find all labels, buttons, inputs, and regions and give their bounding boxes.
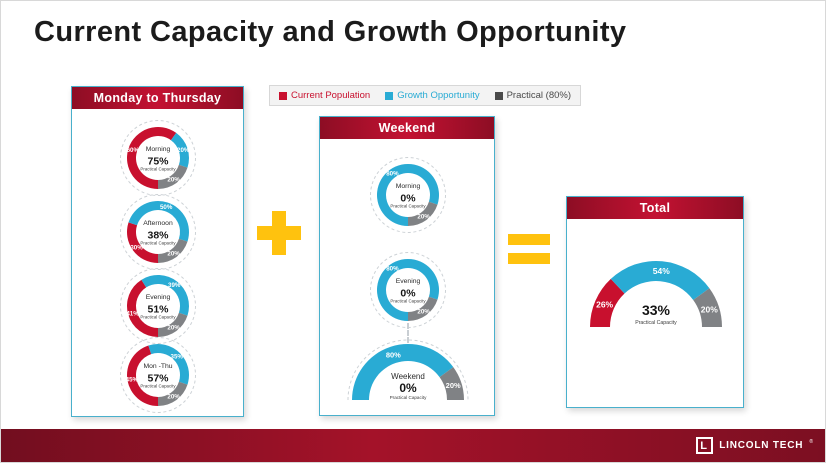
panel-monday-thursday: Monday to Thursday 60% 20% 20% Morning 75% Pr… <box>71 86 244 417</box>
donut-chart-mon-thu-evening: 41% 39% 20% Evening 51% Practical Capacity <box>115 263 201 354</box>
svg-text:39%: 39% <box>168 282 181 289</box>
svg-text:Morning: Morning <box>396 183 421 190</box>
svg-text:20%: 20% <box>417 214 430 221</box>
legend-swatch-current-population <box>279 91 287 100</box>
svg-text:45%: 45% <box>126 376 139 383</box>
svg-text:54%: 54% <box>653 266 670 276</box>
svg-text:33%: 33% <box>642 302 671 318</box>
svg-text:38%: 38% <box>147 230 169 242</box>
panel-header-total: Total <box>567 197 743 219</box>
svg-text:Practical Capacity: Practical Capacity <box>140 167 176 172</box>
slide-title: Current Capacity and Growth Opportunity <box>34 16 627 48</box>
svg-text:41%: 41% <box>126 311 139 318</box>
panel-header-weekend: Weekend <box>320 117 494 139</box>
legend-item-practical: Practical (80%) <box>494 90 572 101</box>
svg-text:20%: 20% <box>417 309 430 316</box>
svg-text:75%: 75% <box>147 156 169 168</box>
brand-logo: L LINCOLN TECH ® <box>696 437 813 454</box>
svg-text:0%: 0% <box>400 193 416 205</box>
svg-text:Afternoon: Afternoon <box>143 220 173 227</box>
svg-text:0%: 0% <box>400 288 416 300</box>
svg-text:Practical Capacity: Practical Capacity <box>390 395 427 400</box>
svg-text:20%: 20% <box>167 394 180 401</box>
svg-text:Morning: Morning <box>146 146 171 153</box>
svg-text:Practical Capacity: Practical Capacity <box>390 204 426 209</box>
donut-chart-mon-thu-morning: 60% 20% 20% Morning 75% Practical Capacity <box>115 115 201 206</box>
plus-operator-bar <box>272 211 286 255</box>
svg-text:20%: 20% <box>167 251 180 258</box>
lincoln-tech-logo-icon: L <box>696 437 714 454</box>
equals-operator-bar <box>508 253 550 264</box>
svg-text:Mon -Thu: Mon -Thu <box>143 363 172 370</box>
svg-text:Practical Capacity: Practical Capacity <box>140 315 176 320</box>
legend-swatch-growth-opportunity <box>385 91 394 100</box>
donut-chart-mon-thu-afternoon: 30% 50% 20% Afternoon 38% Practical Capacity <box>115 189 201 280</box>
gauge-chart-grand-total: 26% 54% 20% 33% Practical Capacity <box>577 247 735 342</box>
svg-text:20%: 20% <box>701 305 718 315</box>
svg-text:Evening: Evening <box>146 294 171 301</box>
svg-text:57%: 57% <box>147 373 169 385</box>
svg-text:0%: 0% <box>399 381 417 395</box>
chart-legend: Current Population Growth Opportunity Pr… <box>269 85 582 106</box>
svg-text:80%: 80% <box>386 266 399 273</box>
panel-total: Total 26% 54% 20% 33% Practical Capacity <box>566 196 744 408</box>
donut-chart-mon-thu-total: 45% 35% 20% Mon -Thu 57% Practical Capacity <box>115 332 201 423</box>
dashed-connector <box>407 323 409 343</box>
plus-operator <box>257 211 301 255</box>
svg-text:Practical Capacity: Practical Capacity <box>140 384 176 389</box>
gauge-chart-weekend-total: 80% 20% Weekend 0% Practical Capacity <box>342 332 474 415</box>
legend-label-growth-opportunity: Growth Opportunity <box>397 90 480 101</box>
svg-text:Practical Capacity: Practical Capacity <box>140 241 176 246</box>
registered-mark: ® <box>809 438 813 445</box>
svg-text:Weekend: Weekend <box>391 372 425 381</box>
svg-text:20%: 20% <box>446 381 461 390</box>
svg-text:35%: 35% <box>171 353 184 360</box>
svg-text:50%: 50% <box>160 204 173 211</box>
legend-label-current-population: Current Population <box>291 90 371 101</box>
equals-operator-bar <box>508 234 550 245</box>
svg-text:80%: 80% <box>386 350 401 359</box>
brand-name: LINCOLN TECH <box>719 440 804 451</box>
svg-text:26%: 26% <box>596 300 613 310</box>
legend-label-practical: Practical (80%) <box>506 90 572 101</box>
svg-text:Practical Capacity: Practical Capacity <box>390 299 426 304</box>
panel-header-monday-thursday: Monday to Thursday <box>72 87 243 109</box>
svg-text:20%: 20% <box>167 177 180 184</box>
svg-text:60%: 60% <box>127 147 140 154</box>
equals-operator <box>508 234 550 264</box>
legend-swatch-practical <box>494 91 503 100</box>
legend-item-current-population: Current Population <box>279 90 370 101</box>
donut-chart-weekend-morning: 80% 20% Morning 0% Practical Capacity <box>365 152 451 243</box>
svg-text:80%: 80% <box>386 171 399 178</box>
svg-text:30%: 30% <box>130 245 143 252</box>
legend-item-growth-opportunity: Growth Opportunity <box>385 90 480 101</box>
svg-text:20%: 20% <box>177 147 190 154</box>
svg-text:20%: 20% <box>167 325 180 332</box>
svg-text:51%: 51% <box>147 304 169 316</box>
svg-text:Practical Capacity: Practical Capacity <box>635 320 677 326</box>
panel-weekend: Weekend 80% 20% Morning 0% Practical Capacit… <box>319 116 495 416</box>
donut-chart-weekend-evening: 80% 20% Evening 0% Practical Capacity <box>365 247 451 338</box>
svg-text:Evening: Evening <box>396 278 421 285</box>
footer-bar: L LINCOLN TECH ® <box>1 429 825 462</box>
